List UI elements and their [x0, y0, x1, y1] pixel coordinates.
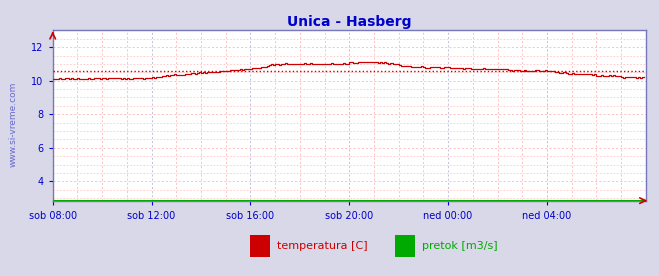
Title: Unica - Hasberg: Unica - Hasberg — [287, 15, 411, 29]
Text: temperatura [C]: temperatura [C] — [277, 241, 368, 251]
Text: www.si-vreme.com: www.si-vreme.com — [9, 81, 18, 167]
Text: pretok [m3/s]: pretok [m3/s] — [422, 241, 498, 251]
